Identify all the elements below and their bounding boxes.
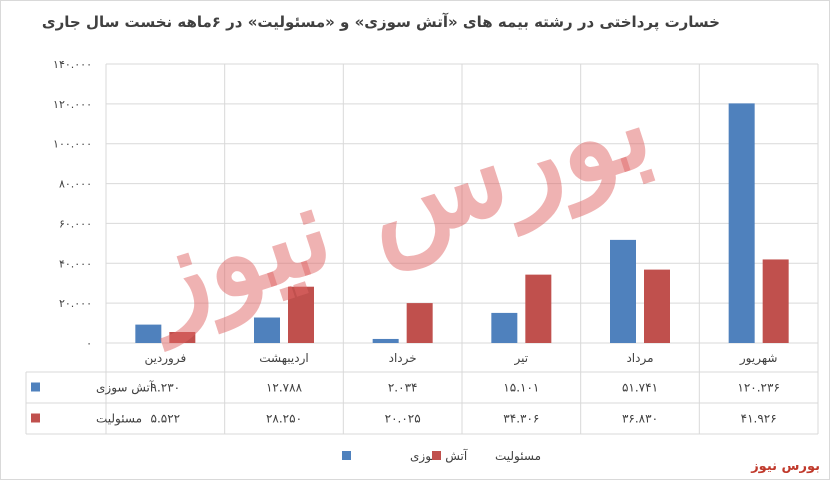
data-label: ۱۲.۷۸۸ (266, 381, 303, 395)
legend-fire-swatch (342, 451, 351, 460)
data-label: ۱۲۰.۲۳۶ (737, 381, 780, 395)
bar-liability (169, 331, 196, 343)
bar-liability (288, 286, 314, 343)
bars (135, 103, 789, 343)
data-label: ۳۴.۳۰۶ (503, 412, 539, 426)
legend-liability-label: مسئولیت (495, 449, 541, 464)
bar-liability (644, 269, 670, 343)
x-tick-label: مرداد (626, 351, 653, 366)
x-tick-label: فروردین (144, 351, 186, 366)
data-label: ۵۱.۷۴۱ (622, 381, 658, 395)
y-tick-label: ۰ (86, 337, 92, 350)
x-tick-label: تیر (514, 351, 529, 366)
y-tick-label: ۱۲۰.۰۰۰ (53, 98, 92, 111)
x-tick-label: اردیبهشت (259, 351, 308, 366)
table-series-name: مسئولیت (96, 412, 142, 427)
bar-fire (372, 338, 399, 343)
data-label: ۱۵.۱۰۱ (503, 381, 539, 395)
bar-fire (491, 312, 518, 343)
data-label: ۲۰.۰۲۵ (385, 412, 421, 426)
data-label: ۲۸.۲۵۰ (266, 412, 302, 426)
y-axis-ticks: ۰ ۲۰.۰۰۰ ۴۰.۰۰۰ ۶۰.۰۰۰ ۸۰.۰۰۰ ۱۰۰.۰۰۰ ۱۲۰.۰۰۰ ۱… (53, 58, 92, 350)
legend-liability-swatch (432, 451, 441, 460)
chart-title: خسارت پرداختی در رشته بیمه های «آتش سوزی… (41, 13, 720, 31)
bar-liability (525, 274, 552, 343)
y-tick-label: ۶۰.۰۰۰ (59, 217, 92, 230)
legend: آتش سوزی مسئولیت (342, 448, 541, 464)
table-key-liability (31, 413, 40, 423)
y-tick-label: ۱۰۰.۰۰۰ (53, 138, 92, 151)
x-tick-label: شهریور (739, 351, 778, 366)
y-tick-label: ۸۰.۰۰۰ (59, 178, 92, 191)
data-label: ۴۱.۹۲۶ (741, 412, 777, 426)
bar-liability (406, 303, 433, 343)
y-tick-label: ۴۰.۰۰۰ (59, 257, 92, 270)
table-key-fire (31, 382, 40, 392)
bar-fire (728, 103, 755, 343)
bar-fire (254, 317, 280, 343)
bar-fire (135, 324, 162, 343)
data-label: ۲.۰۳۴ (388, 381, 418, 395)
y-tick-label: ۲۰.۰۰۰ (59, 297, 92, 310)
source-label: بورس نیوز (751, 459, 820, 474)
data-label: ۵.۵۲۲ (151, 412, 181, 426)
y-tick-label: ۱۴۰.۰۰۰ (53, 58, 92, 71)
bar-fire (610, 239, 636, 343)
table-series-name: آتش سوزی (96, 380, 154, 396)
data-table: فروردین اردیبهشت خرداد تیر مرداد شهریور آتش سو… (25, 64, 819, 435)
bar-liability (762, 259, 789, 343)
data-label: ۳۶.۸۳۰ (622, 412, 658, 426)
data-label: ۹.۲۳۰ (151, 381, 181, 395)
x-tick-label: خرداد (389, 351, 417, 366)
